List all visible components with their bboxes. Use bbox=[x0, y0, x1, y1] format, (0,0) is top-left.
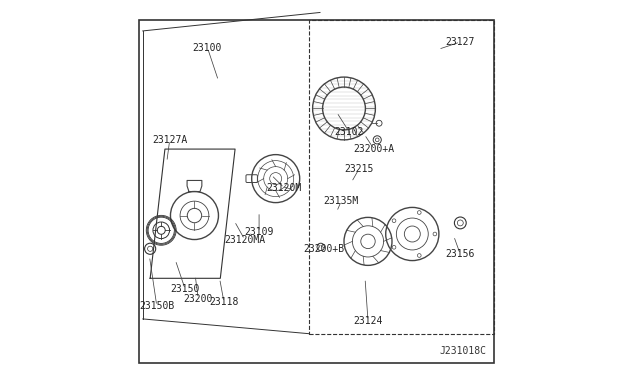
Text: 23100: 23100 bbox=[193, 42, 222, 52]
Text: 23135M: 23135M bbox=[324, 196, 359, 206]
Text: 23127: 23127 bbox=[445, 37, 475, 47]
Text: 23118: 23118 bbox=[209, 297, 239, 307]
Text: 23200: 23200 bbox=[184, 294, 212, 304]
Text: 23200+A: 23200+A bbox=[353, 144, 394, 154]
Text: 23102: 23102 bbox=[335, 128, 364, 138]
Text: 23156: 23156 bbox=[445, 249, 475, 259]
Text: 23200+B: 23200+B bbox=[303, 244, 344, 254]
Text: 23120M: 23120M bbox=[266, 183, 301, 193]
Text: 23120MA: 23120MA bbox=[224, 234, 265, 244]
Text: 23109: 23109 bbox=[244, 227, 274, 237]
Bar bbox=[309, 20, 493, 334]
Text: 23150: 23150 bbox=[170, 284, 200, 294]
Text: 23124: 23124 bbox=[353, 316, 383, 326]
Text: 23215: 23215 bbox=[344, 164, 373, 174]
Text: 23127A: 23127A bbox=[152, 135, 188, 145]
Text: 23150B: 23150B bbox=[139, 301, 174, 311]
Text: J231018C: J231018C bbox=[439, 346, 486, 356]
